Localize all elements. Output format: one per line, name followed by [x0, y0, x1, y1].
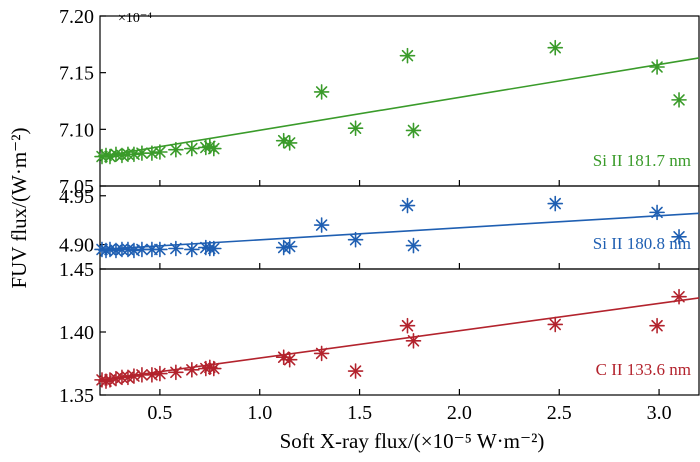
- panel-1-point: [275, 132, 292, 149]
- panel-2-fit-line: [99, 212, 700, 251]
- panel-3-point: [649, 317, 665, 334]
- panel-3-point: [399, 317, 416, 334]
- panel-2-point: [281, 238, 298, 255]
- plot-layer: 7.05 7.10 7.15 7.20 Si II 181.7 nm 4.90 4.95 Si…: [59, 6, 700, 424]
- panel-1-series-label: Si II 181.7 nm: [593, 151, 691, 170]
- panel-3-point: [347, 363, 364, 379]
- panel-3-point: [126, 368, 142, 384]
- panel-1-ytick-label: 7.15: [59, 63, 94, 85]
- panel-3-point: [671, 288, 687, 305]
- panel-2-point: [347, 231, 364, 248]
- multiplier-label: ×10⁻⁴: [118, 11, 152, 26]
- panel-3-point: [184, 361, 200, 378]
- panel-2-point: [152, 241, 168, 258]
- panel-3-point: [405, 333, 422, 349]
- x-tick-label: 3.0: [647, 402, 672, 424]
- panel-1-point: [649, 59, 665, 75]
- panel-2-point: [671, 228, 687, 245]
- panel-3-ytick-label: 1.35: [59, 385, 94, 407]
- x-tick-label: 2.5: [547, 402, 572, 424]
- panel-1-point: [347, 120, 364, 136]
- panel-2-frame: [99, 185, 700, 270]
- panel-3-point: [547, 316, 564, 333]
- panel-3-point: [152, 365, 168, 382]
- y-axis-label: FUV flux/(W·m⁻²): [7, 127, 31, 288]
- x-axis-label: Soft X-ray flux/(×10⁻⁵ W·m⁻²): [280, 429, 545, 453]
- panel-1-fit-line: [99, 57, 700, 158]
- x-tick-label: 2.0: [447, 402, 472, 424]
- panel-1-point: [281, 135, 298, 151]
- panel-2-point: [649, 204, 665, 221]
- panel-2-point: [547, 195, 564, 212]
- panel-2-point: [405, 237, 422, 254]
- panel-1: 7.05 7.10 7.15 7.20 Si II 181.7 nm: [59, 6, 700, 198]
- panel-1-point: [405, 122, 422, 139]
- panel-2-point: [206, 240, 222, 257]
- panel-3-point: [313, 345, 330, 362]
- panel-2-point: [168, 240, 184, 257]
- panel-1-point: [399, 47, 416, 64]
- panel-1-point: [547, 39, 564, 56]
- x-tick-label: 1.5: [347, 402, 372, 424]
- panel-1-ytick-label: 7.20: [59, 6, 94, 28]
- panel-2-point: [134, 241, 150, 258]
- panel-3-ytick-label: 1.45: [59, 259, 94, 281]
- panel-2-point: [184, 241, 200, 258]
- panel-3-fit-line: [99, 297, 700, 381]
- panel-2-ytick-label: 4.95: [59, 186, 94, 208]
- panel-3-point: [275, 349, 292, 366]
- panel-1-point: [168, 141, 184, 158]
- panel-1-point: [184, 140, 200, 157]
- panel-2-point: [313, 217, 330, 233]
- panel-2-ytick-label: 4.90: [59, 235, 94, 257]
- panel-3: 1.35 1.40 1.45 C II 133.6 nm: [59, 259, 700, 407]
- panel-3-point: [206, 360, 222, 377]
- x-tick-label: 1.0: [247, 402, 272, 424]
- panel-1-point: [202, 138, 218, 155]
- panel-3-point: [168, 364, 184, 381]
- panel-2-point: [399, 197, 416, 214]
- panel-1-ytick-label: 7.10: [59, 119, 94, 141]
- panel-1-point: [102, 148, 118, 165]
- panel-1-ytick-label: 7.05: [59, 176, 94, 198]
- panel-1-point: [152, 144, 168, 160]
- x-tick-label: 0.5: [147, 402, 172, 424]
- panel-1-point: [313, 84, 330, 100]
- panel-3-ytick-label: 1.40: [59, 322, 94, 344]
- panel-3-point: [281, 351, 298, 368]
- panel-1-point: [671, 92, 687, 108]
- panel-3-series-label: C II 133.6 nm: [596, 360, 691, 379]
- panel-3-point: [134, 367, 150, 383]
- panel-2: 4.90 4.95 Si II 180.8 nm: [59, 185, 700, 270]
- panel-1-point: [206, 140, 222, 157]
- panel-2-series-label: Si II 180.8 nm: [593, 234, 691, 253]
